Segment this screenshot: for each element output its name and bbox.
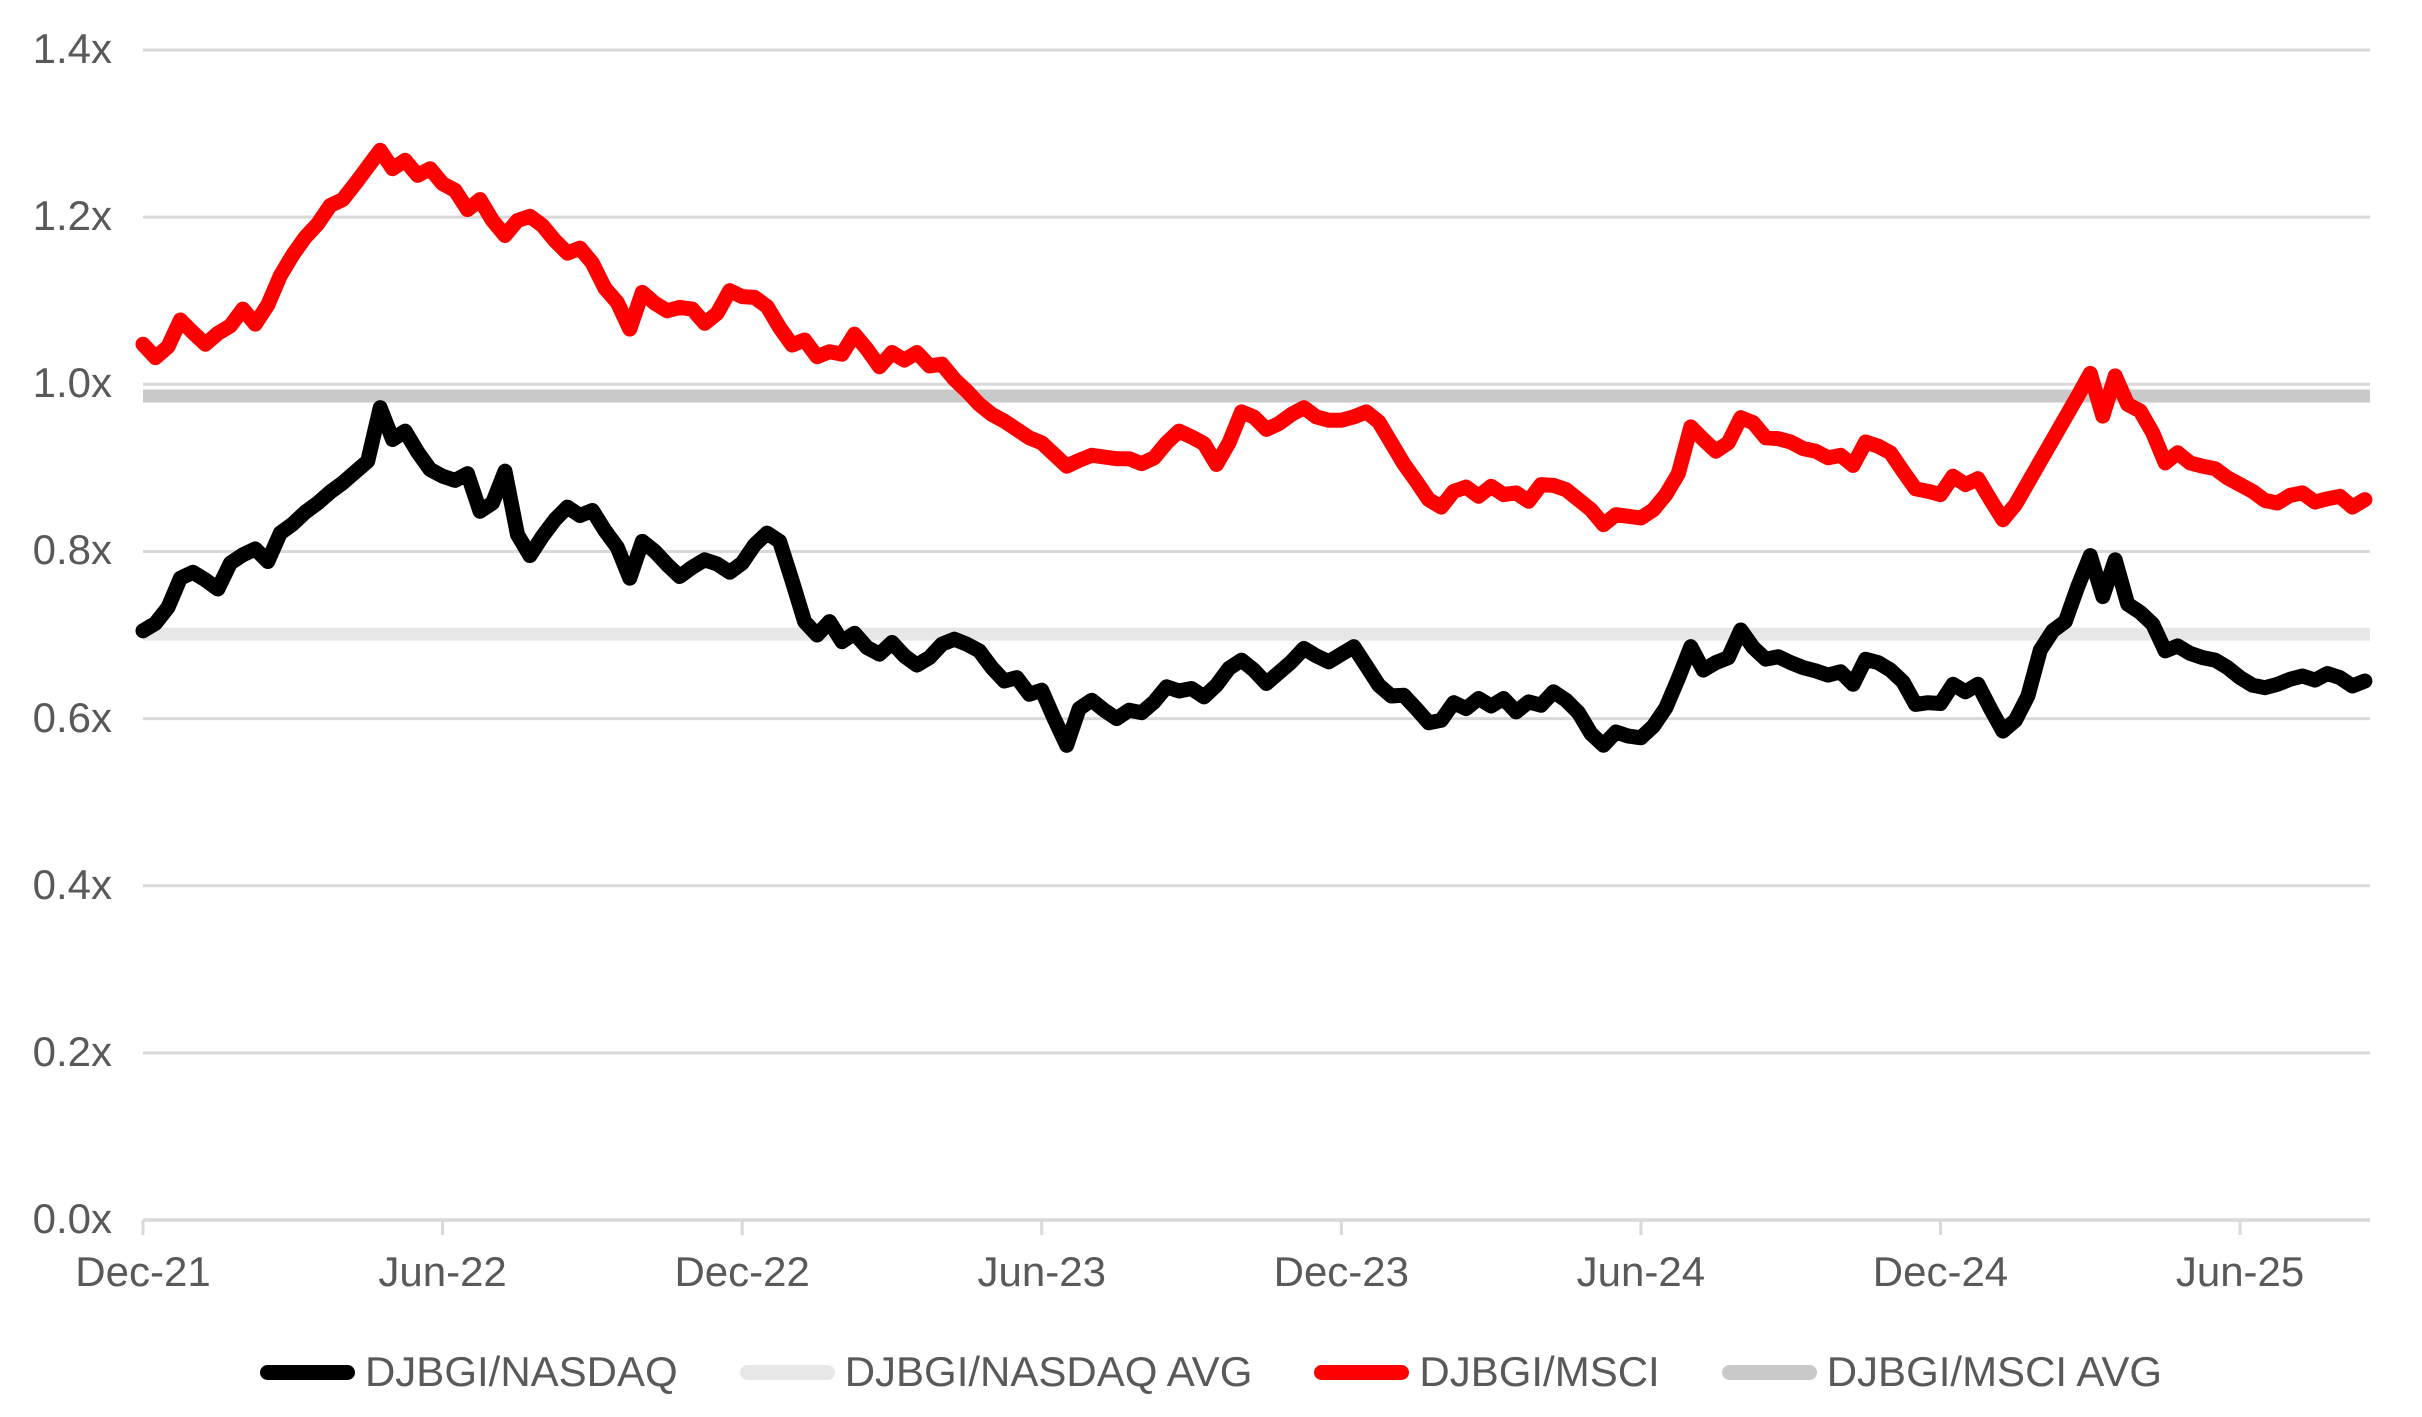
- x-tick-label: Dec-21: [75, 1248, 211, 1295]
- y-tick-label: 0.4x: [32, 860, 112, 908]
- x-tick-label: Jun-24: [1576, 1248, 1706, 1295]
- legend-label: DJBGI/MSCI AVG: [1826, 1348, 2163, 1395]
- x-tick-label: Dec-24: [1872, 1248, 2009, 1295]
- legend-swatch-icon: [259, 1364, 355, 1380]
- x-tick-label: Jun-23: [977, 1248, 1106, 1295]
- legend-label: DJBGI/MSCI: [1419, 1348, 1660, 1395]
- x-tick-label: Dec-23: [1273, 1248, 1410, 1295]
- legend-label: DJBGI/NASDAQ AVG: [844, 1348, 1253, 1395]
- y-tick-label: 0.8x: [32, 526, 112, 574]
- legend-swatch-icon: [1721, 1364, 1817, 1380]
- x-tick-label: Jun-22: [378, 1248, 507, 1295]
- legend-swatch-icon: [739, 1364, 835, 1380]
- legend-item-djbgi-nasdaq: DJBGI/NASDAQ: [259, 1348, 678, 1396]
- y-tick-label: 1.2x: [32, 192, 112, 240]
- y-tick-label: 1.0x: [32, 359, 112, 407]
- legend: DJBGI/NASDAQ DJBGI/NASDAQ AVG DJBGI/MSCI DJ…: [0, 1336, 2422, 1408]
- y-tick-label: 1.4x: [32, 25, 112, 73]
- legend-label: DJBGI/NASDAQ: [364, 1348, 678, 1395]
- x-tick-label: Dec-22: [674, 1248, 810, 1295]
- y-tick-label: 0.0x: [32, 1195, 112, 1243]
- legend-item-djbgi-msci-avg: DJBGI/MSCI AVG: [1721, 1348, 2163, 1396]
- legend-swatch-icon: [1314, 1364, 1410, 1380]
- series-line-djbgi-msci: [135, 142, 2373, 533]
- legend-item-djbgi-nasdaq-avg: DJBGI/NASDAQ AVG: [739, 1348, 1253, 1396]
- series-line-djbgi-nasdaq: [135, 400, 2373, 753]
- y-tick-label: 0.6x: [32, 693, 112, 741]
- legend-item-djbgi-msci: DJBGI/MSCI: [1314, 1348, 1660, 1396]
- x-tick-label: Jun-25: [2175, 1248, 2305, 1295]
- y-tick-label: 0.2x: [32, 1027, 112, 1075]
